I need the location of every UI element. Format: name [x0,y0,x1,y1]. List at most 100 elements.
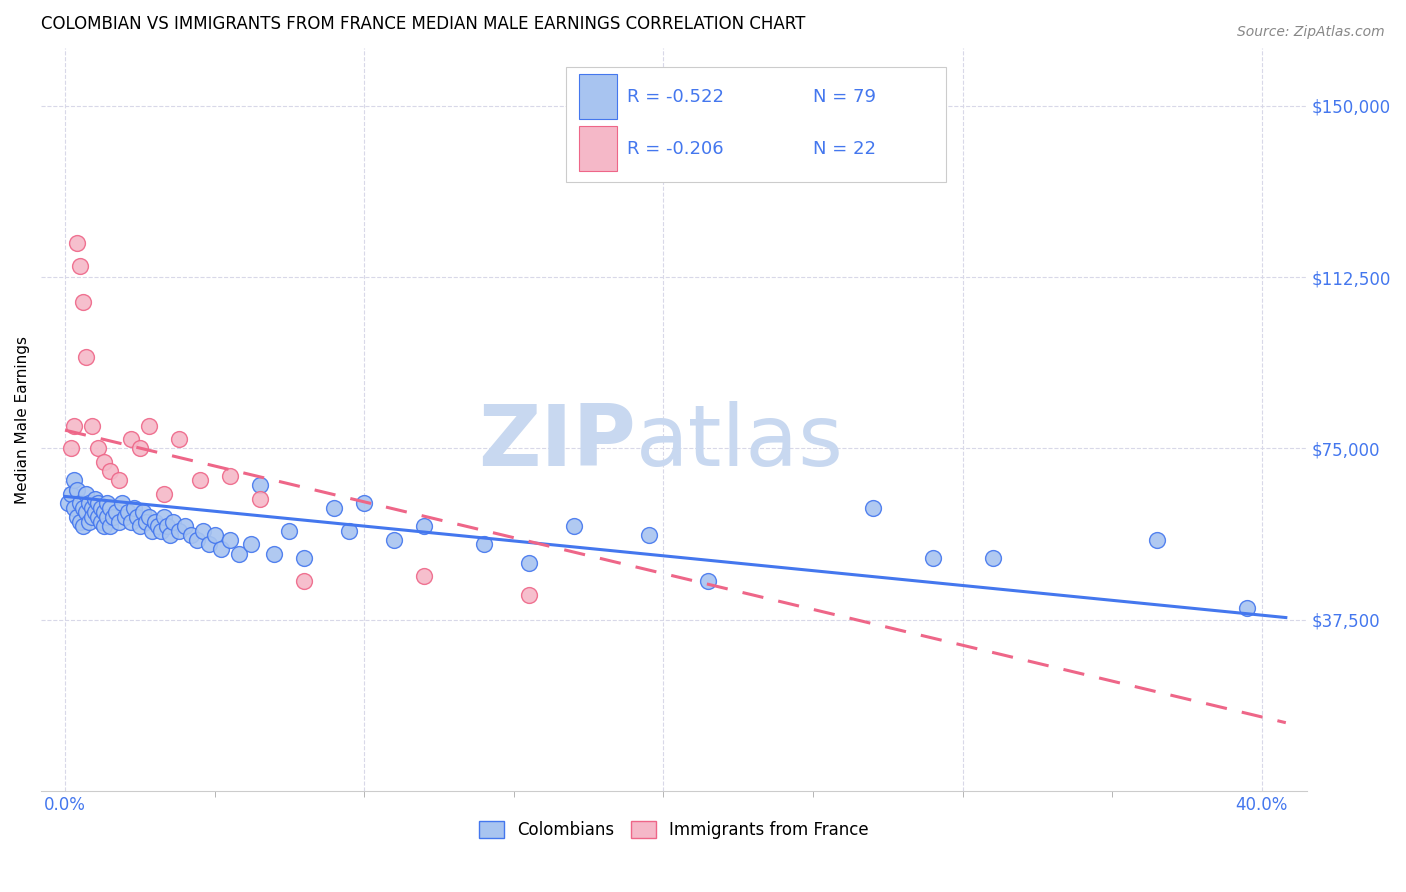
Point [66,235,89,250]
Point [173,519,195,533]
Point [862,500,884,515]
Point [323,500,346,515]
Point [98,519,121,533]
Point [249,491,271,506]
Point [337,524,360,538]
Point [96,510,118,524]
Text: COLOMBIAN VS IMMIGRANTS FROM FRANCE MEDIAN MALE EARNINGS CORRELATION CHART: COLOMBIAN VS IMMIGRANTS FROM FRANCE MEDI… [41,15,806,33]
Point [218,533,240,547]
Point [186,533,208,547]
Point [228,547,250,561]
Point [138,418,160,433]
Point [239,537,262,551]
FancyBboxPatch shape [579,74,617,119]
Point [77,496,100,510]
Point [180,528,202,542]
Point [63,500,86,515]
Point [80,500,103,515]
Point [209,541,232,556]
Point [87,510,110,524]
Point [80,510,103,524]
Point [197,537,219,551]
Point [159,528,181,542]
Y-axis label: Median Male Earnings: Median Male Earnings [15,336,30,504]
Point [84,505,107,519]
Point [1146,533,1168,547]
Point [218,468,240,483]
Point [167,432,190,446]
Point [278,524,301,538]
Point [117,505,139,519]
Point [263,547,285,561]
Point [108,474,131,488]
Point [114,510,136,524]
Point [90,500,112,515]
Point [162,515,184,529]
Point [72,295,94,310]
Point [413,519,436,533]
Point [204,528,226,542]
Point [249,478,271,492]
Point [128,519,150,533]
Point [111,496,134,510]
Text: N = 79: N = 79 [813,87,876,106]
Point [188,474,211,488]
Point [120,432,142,446]
Legend: Colombians, Immigrants from France: Colombians, Immigrants from France [472,814,876,847]
Point [143,515,166,529]
Point [75,505,97,519]
Point [135,515,157,529]
Point [80,418,103,433]
Point [93,519,115,533]
Point [98,464,121,478]
Point [152,510,174,524]
Point [517,588,540,602]
Point [353,496,375,510]
Point [981,551,1004,566]
Point [156,519,179,533]
Text: N = 22: N = 22 [813,140,876,158]
Point [149,524,172,538]
Point [69,259,91,273]
Point [472,537,495,551]
Point [125,510,148,524]
Point [697,574,720,588]
Point [1236,601,1258,615]
Point [72,519,94,533]
Point [98,500,121,515]
Point [101,510,124,524]
Point [562,519,585,533]
Point [63,418,86,433]
Point [66,510,89,524]
Point [921,551,943,566]
Point [56,496,79,510]
Point [294,551,316,566]
Point [93,505,115,519]
FancyBboxPatch shape [579,127,617,171]
Point [294,574,316,588]
Point [132,505,155,519]
Text: R = -0.206: R = -0.206 [627,140,724,158]
Point [167,524,190,538]
Point [69,515,91,529]
Text: ZIP: ZIP [478,401,636,483]
Point [96,496,118,510]
Point [93,455,115,469]
Point [63,474,86,488]
Point [152,487,174,501]
Point [77,515,100,529]
Text: R = -0.522: R = -0.522 [627,87,724,106]
Text: Source: ZipAtlas.com: Source: ZipAtlas.com [1237,25,1385,39]
Point [637,528,659,542]
Point [120,515,142,529]
Point [108,515,131,529]
Point [69,496,91,510]
Point [413,569,436,583]
Point [87,496,110,510]
Point [191,524,214,538]
Point [84,491,107,506]
Point [138,510,160,524]
Point [90,515,112,529]
Point [60,442,83,456]
FancyBboxPatch shape [567,67,946,182]
